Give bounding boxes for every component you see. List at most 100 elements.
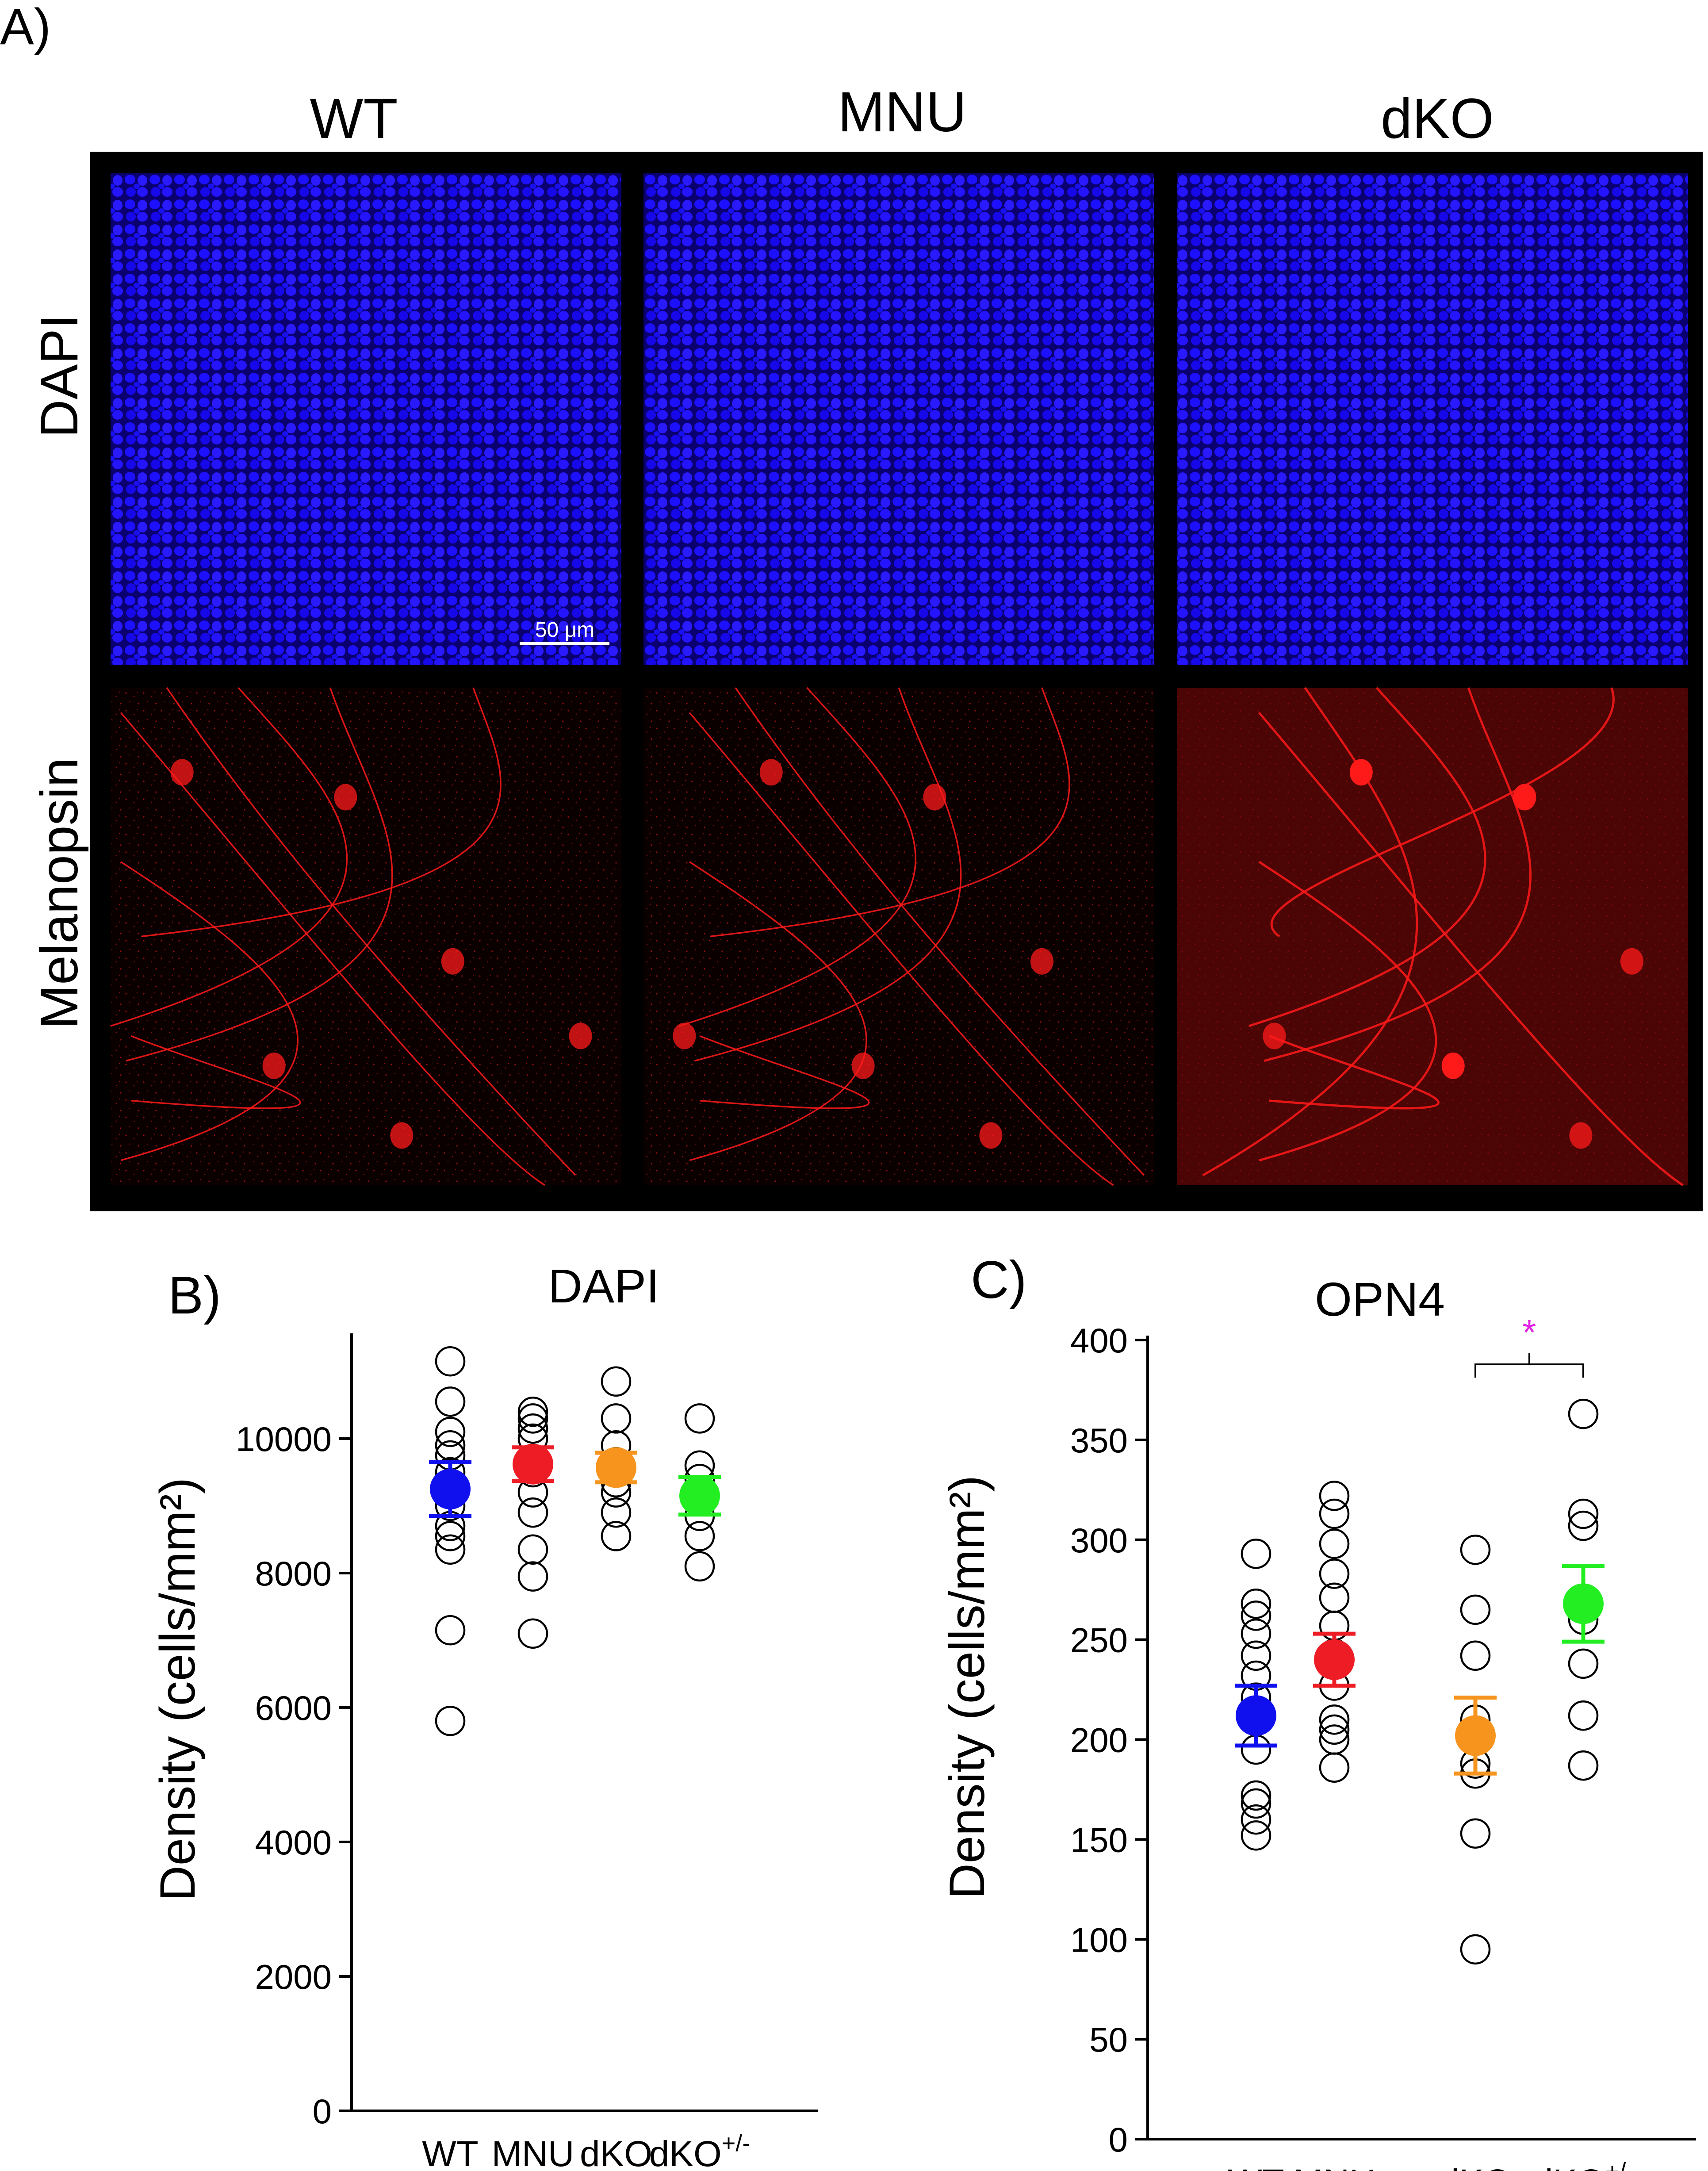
dapi-image-mnu xyxy=(643,173,1154,665)
melanopsin-soma xyxy=(569,1022,592,1049)
melanopsin-fiber xyxy=(1258,712,1684,1187)
data-point xyxy=(1460,1535,1491,1565)
chart-b-title: DAPI xyxy=(548,1259,659,1313)
row-label-dapi: DAPI xyxy=(30,314,89,438)
melanopsin-fiber xyxy=(120,861,299,1161)
column-title-wt: WT xyxy=(310,87,398,150)
data-point xyxy=(517,1403,548,1434)
melanopsin-fibers xyxy=(110,687,1684,1187)
melanopsin-soma xyxy=(1569,1122,1593,1149)
melanopsin-soma xyxy=(1030,948,1053,975)
melanopsin-soma xyxy=(1263,1022,1286,1049)
melanopsin-fiber xyxy=(1270,687,1615,938)
significance-bracket xyxy=(1474,1353,1584,1378)
chart-c-axes: 0 50 100 150 200 250 300 350 400 WT MNU dKO dKO+/- xyxy=(1070,1321,1696,2171)
melanopsin-soma xyxy=(1441,1053,1465,1079)
mean-marker xyxy=(679,1475,720,1516)
data-point xyxy=(1460,1934,1491,1965)
data-point xyxy=(1460,1640,1491,1671)
data-point xyxy=(517,1534,548,1565)
data-point xyxy=(1568,1398,1599,1429)
mean-marker xyxy=(596,1447,636,1488)
data-point xyxy=(435,1430,466,1461)
chart-c-title: OPN4 xyxy=(1315,1272,1445,1326)
row-label-melanopsin: Melanopsin xyxy=(30,758,89,1029)
panel-c-chart: C) OPN4 Density (cells/mm²) 0 50 100 150 200… xyxy=(939,1250,1696,2171)
mean-marker xyxy=(1455,1715,1496,1756)
y-tick-label: 6000 xyxy=(255,1689,332,1727)
data-point xyxy=(1319,1714,1350,1745)
data-point xyxy=(435,1706,466,1736)
melanopsin-soma xyxy=(1620,948,1643,975)
melanopsin-fiber xyxy=(1268,1035,1440,1110)
melanopsin-soma xyxy=(673,1022,696,1049)
melanopsin-fiber xyxy=(1264,687,1532,1062)
y-tick-label: 400 xyxy=(1070,1321,1128,1360)
x-tick-label: dKO+/- xyxy=(649,2130,751,2171)
x-tick-label: dKO xyxy=(580,2134,652,2171)
melanopsin-fiber xyxy=(1248,687,1486,1027)
melanopsin-soma xyxy=(170,759,194,786)
data-point xyxy=(435,1386,466,1417)
data-point xyxy=(435,1615,466,1646)
significance-marker: * xyxy=(1522,1313,1536,1352)
x-tick-label: MNU xyxy=(492,2134,574,2171)
data-point xyxy=(1241,1539,1271,1569)
melanopsin-soma xyxy=(759,759,783,786)
data-point xyxy=(1241,1640,1271,1671)
melanopsin-image-mnu xyxy=(643,688,1154,1185)
data-point xyxy=(684,1521,715,1551)
data-point xyxy=(1460,1594,1491,1625)
data-point xyxy=(517,1396,548,1427)
y-tick-label: 50 xyxy=(1089,2020,1128,2059)
column-title-dko: dKO xyxy=(1381,87,1494,150)
data-point xyxy=(1568,1510,1599,1541)
y-tick-label: 0 xyxy=(1109,2120,1128,2159)
data-point xyxy=(1241,1618,1271,1649)
data-point xyxy=(684,1403,715,1434)
data-point xyxy=(1319,1704,1350,1735)
melanopsin-image-wt xyxy=(111,688,621,1185)
mean-marker xyxy=(513,1444,553,1485)
chart-c-ylabel: Density (cells/mm²) xyxy=(939,1475,995,1899)
data-point xyxy=(1241,1788,1271,1819)
y-tick-label: 150 xyxy=(1070,1820,1128,1859)
data-point xyxy=(601,1403,632,1434)
melanopsin-soma xyxy=(334,784,357,811)
dapi-image-wt xyxy=(111,173,621,665)
data-point xyxy=(684,1551,715,1582)
y-tick-label: 10000 xyxy=(236,1420,332,1459)
melanopsin-fiber xyxy=(110,687,348,1027)
x-tick-label: WT xyxy=(422,2134,478,2171)
data-point xyxy=(517,1497,548,1528)
melanopsin-fiber xyxy=(735,687,1145,1176)
melanopsin-somas xyxy=(170,759,1643,1149)
melanopsin-fiber xyxy=(120,712,545,1186)
dapi-image-dko xyxy=(1177,173,1688,665)
chart-c-marks: * xyxy=(1235,1313,1605,1965)
panel-c-label: C) xyxy=(971,1250,1027,1309)
data-point xyxy=(1568,1648,1599,1679)
y-tick-label: 100 xyxy=(1070,1920,1128,1959)
x-tick-label: WT xyxy=(1228,2162,1284,2171)
melanopsin-fiber xyxy=(130,1035,301,1109)
data-point xyxy=(517,1618,548,1649)
melanopsin-soma xyxy=(1349,759,1373,786)
data-point xyxy=(1568,1700,1599,1731)
melanopsin-soma xyxy=(390,1122,414,1149)
y-tick-label: 300 xyxy=(1070,1521,1128,1560)
data-point xyxy=(1568,1498,1599,1529)
data-point xyxy=(1319,1498,1350,1529)
panel-a: A) WT MNU dKO DAPI Melanopsin 50 μm xyxy=(0,0,1703,1211)
y-tick-label: 2000 xyxy=(255,1957,332,1996)
data-point xyxy=(435,1521,466,1551)
chart-b-ylabel: Density (cells/mm²) xyxy=(150,1478,205,1901)
data-point xyxy=(1241,1589,1271,1619)
data-point xyxy=(435,1417,466,1447)
melanopsin-soma xyxy=(262,1053,286,1079)
data-point xyxy=(601,1521,632,1551)
y-tick-label: 8000 xyxy=(255,1554,332,1593)
melanopsin-fiber xyxy=(126,687,393,1062)
data-point xyxy=(601,1497,632,1528)
